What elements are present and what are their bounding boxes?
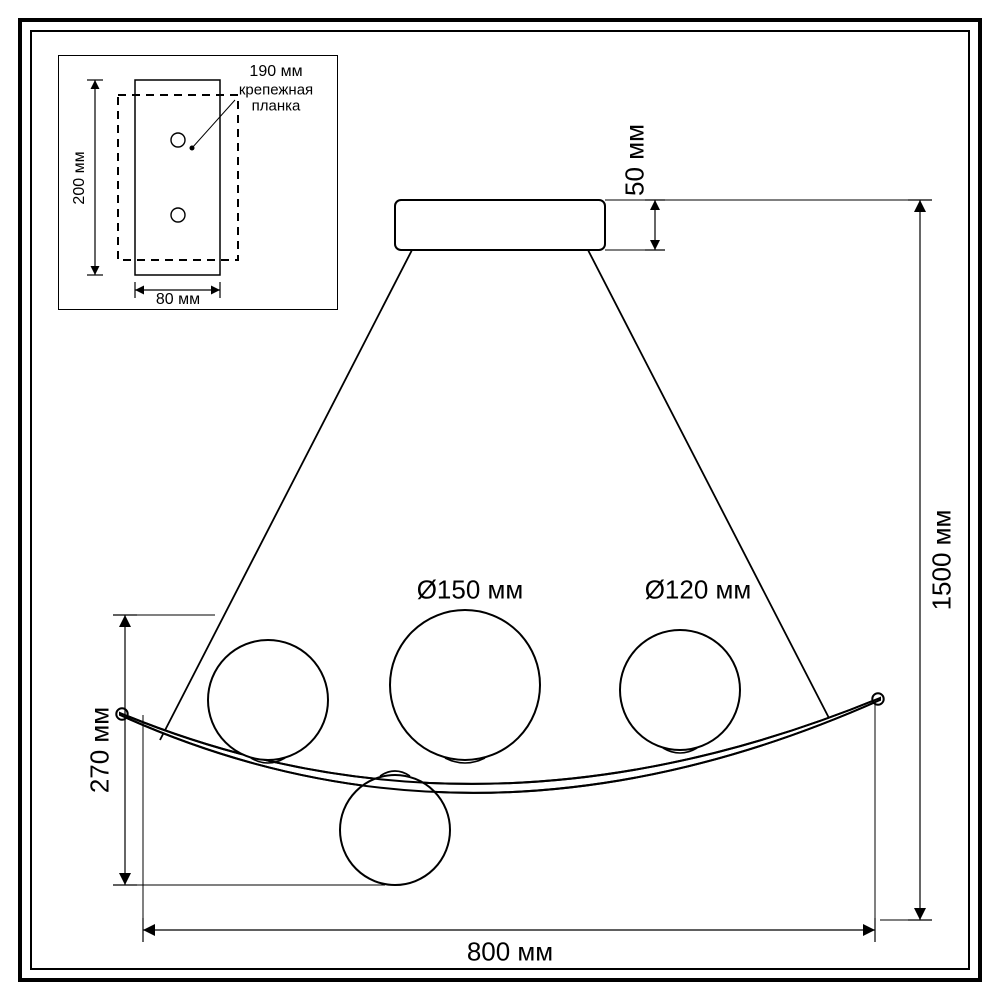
diagram-svg [0,0,1000,1000]
dim-d150: Ø150 мм [417,575,524,606]
dim-1500: 1500 мм [927,510,958,611]
inset-dim-190-b: крепежная [239,82,313,99]
dim-270: 270 мм [85,707,116,793]
inset-dim-190-c: планка [252,98,301,115]
inset-dim-200: 200 мм [71,151,89,204]
dim-50: 50 мм [620,124,651,196]
dim-800: 800 мм [467,937,553,968]
dim-d120: Ø120 мм [645,575,752,606]
inset-dim-80: 80 мм [156,291,200,309]
inset-dim-190-a: 190 мм [249,63,302,81]
